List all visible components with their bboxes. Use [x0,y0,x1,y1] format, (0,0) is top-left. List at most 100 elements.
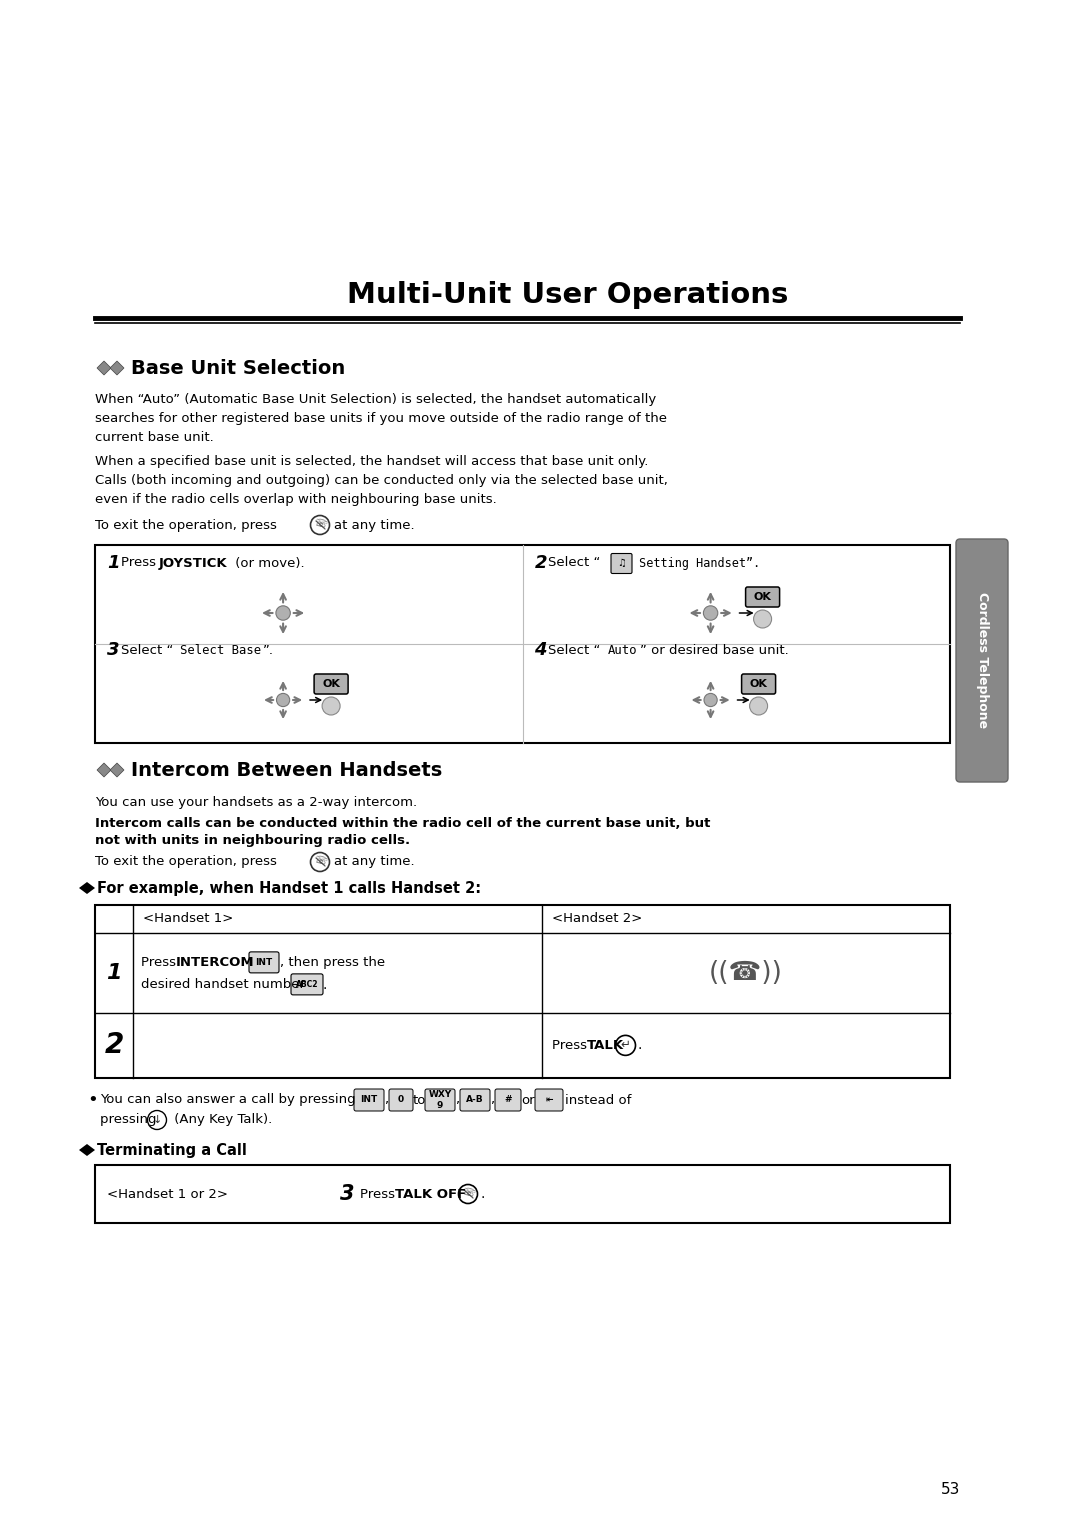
Text: at any time.: at any time. [334,518,415,532]
Text: ⇤: ⇤ [545,1096,553,1105]
Text: For example, when Handset 1 calls Handset 2:: For example, when Handset 1 calls Handse… [97,880,481,895]
Text: <Handset 1 or 2>: <Handset 1 or 2> [107,1187,228,1201]
Text: not with units in neighbouring radio cells.: not with units in neighbouring radio cel… [95,834,410,847]
Polygon shape [79,1144,95,1157]
FancyBboxPatch shape [354,1089,384,1111]
Text: Cordless Telephone: Cordless Telephone [975,593,988,729]
Text: OK: OK [754,591,771,602]
Text: You can use your handsets as a 2-way intercom.: You can use your handsets as a 2-way int… [95,796,417,808]
Circle shape [704,694,717,706]
Text: 1: 1 [106,963,122,983]
Text: To exit the operation, press: To exit the operation, press [95,856,276,868]
Polygon shape [110,762,124,778]
Text: ↓: ↓ [152,1115,162,1125]
Text: .: . [637,1039,642,1053]
Polygon shape [97,762,111,778]
Text: .: . [323,978,327,992]
Text: 1: 1 [107,555,120,571]
Text: INT: INT [255,958,272,967]
Text: instead of: instead of [565,1094,632,1106]
Text: JOYSTICK: JOYSTICK [159,556,228,570]
Text: ♫: ♫ [617,558,626,568]
Text: 3: 3 [340,1184,354,1204]
Circle shape [276,694,289,706]
Text: When “Auto” (Automatic Base Unit Selection) is selected, the handset automatical: When “Auto” (Automatic Base Unit Selecti… [95,393,667,445]
Text: ” or desired base unit.: ” or desired base unit. [640,643,789,657]
Text: (Any Key Talk).: (Any Key Talk). [170,1114,272,1126]
Text: Press: Press [121,556,160,570]
Circle shape [703,605,718,620]
Text: Base Unit Selection: Base Unit Selection [131,359,346,377]
FancyBboxPatch shape [314,674,348,694]
Circle shape [322,697,340,715]
Text: Press: Press [360,1187,400,1201]
Bar [95,545,950,743]
Text: Select “: Select “ [549,643,600,657]
Bar [95,905,950,1077]
FancyBboxPatch shape [249,952,279,973]
FancyBboxPatch shape [611,553,632,573]
Text: Intercom calls can be conducted within the radio cell of the current base unit, : Intercom calls can be conducted within t… [95,817,711,830]
Text: Select “: Select “ [121,643,174,657]
Text: Multi-Unit User Operations: Multi-Unit User Operations [347,281,788,309]
Text: or: or [521,1094,535,1106]
Text: •: • [87,1091,98,1109]
Text: 0: 0 [397,1096,404,1105]
Text: Select “: Select “ [549,556,600,570]
Circle shape [754,610,771,628]
FancyBboxPatch shape [291,973,323,995]
Text: ,: , [490,1094,495,1106]
Text: To exit the operation, press: To exit the operation, press [95,518,276,532]
Text: ☏: ☏ [312,518,327,530]
Text: OK: OK [750,678,768,689]
Circle shape [750,697,768,715]
Text: A-B: A-B [467,1096,484,1105]
Text: at any time.: at any time. [334,856,415,868]
Text: WXY
9: WXY 9 [429,1091,451,1109]
Text: ABC2: ABC2 [296,981,319,989]
Bar [95,1164,950,1222]
Text: ↵: ↵ [621,1038,631,1051]
Text: Setting Handset”.: Setting Handset”. [633,556,760,570]
Text: TALK: TALK [586,1039,623,1051]
FancyBboxPatch shape [495,1089,521,1111]
Text: ☏: ☏ [312,854,327,868]
Text: INT: INT [361,1096,378,1105]
FancyBboxPatch shape [742,674,775,694]
Text: When a specified base unit is selected, the handset will access that base unit o: When a specified base unit is selected, … [95,455,667,506]
Text: Press: Press [552,1039,591,1051]
Text: , then press the: , then press the [280,957,386,969]
FancyBboxPatch shape [460,1089,490,1111]
Text: (or move).: (or move). [231,556,305,570]
Text: Terminating a Call: Terminating a Call [97,1143,247,1158]
Text: .: . [481,1187,485,1201]
Text: 3: 3 [107,642,120,659]
Polygon shape [97,361,111,374]
Circle shape [275,605,291,620]
Text: Press: Press [141,957,180,969]
Text: Intercom Between Handsets: Intercom Between Handsets [131,761,442,779]
Text: pressing: pressing [100,1114,161,1126]
FancyBboxPatch shape [745,587,780,607]
Text: You can also answer a call by pressing: You can also answer a call by pressing [100,1094,360,1106]
Text: <Handset 1>: <Handset 1> [143,912,233,926]
Text: Auto: Auto [607,643,637,657]
Text: ((☎)): ((☎)) [708,960,783,986]
Text: TALK OFF: TALK OFF [395,1187,467,1201]
Text: 53: 53 [941,1482,960,1497]
Text: ,: , [455,1094,459,1106]
Polygon shape [79,882,95,894]
Text: Select Base: Select Base [180,643,261,657]
FancyBboxPatch shape [535,1089,563,1111]
Text: ”.: ”. [264,643,274,657]
Text: ,: , [384,1094,388,1106]
Text: OK: OK [322,678,340,689]
FancyBboxPatch shape [426,1089,455,1111]
FancyBboxPatch shape [389,1089,413,1111]
Text: 2: 2 [535,555,546,571]
FancyBboxPatch shape [956,539,1008,782]
Polygon shape [110,361,124,374]
Text: to: to [413,1094,427,1106]
Text: 2: 2 [105,1031,123,1059]
Text: desired handset number: desired handset number [141,978,309,992]
